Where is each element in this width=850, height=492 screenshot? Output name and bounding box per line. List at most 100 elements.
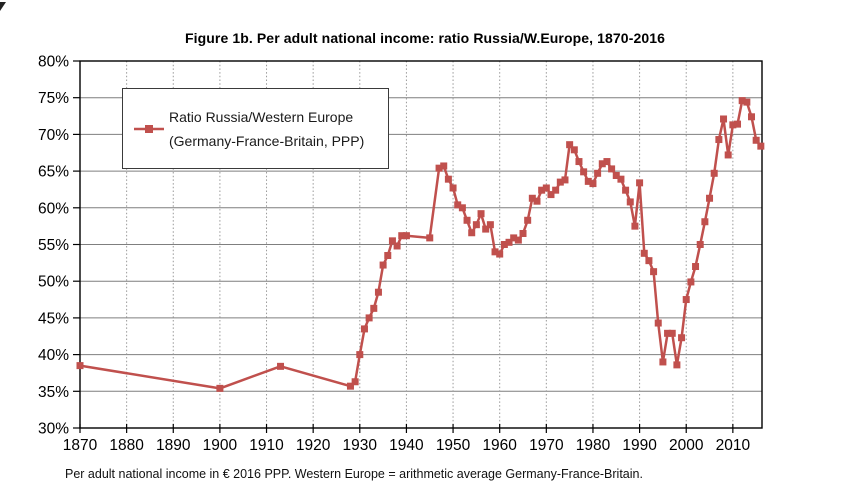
data-point	[384, 252, 392, 260]
data-point	[734, 120, 742, 128]
data-point	[640, 249, 648, 257]
data-point	[454, 201, 462, 209]
data-point	[617, 175, 625, 183]
x-tick-label: 1910	[249, 437, 284, 454]
data-point	[668, 329, 676, 337]
data-point	[650, 268, 658, 276]
x-tick-label: 1930	[343, 437, 378, 454]
data-point	[500, 241, 508, 248]
data-point	[580, 168, 588, 176]
legend-box: Ratio Russia/Western Europe (Germany-Fra…	[122, 88, 389, 169]
data-point	[696, 241, 704, 248]
data-point	[477, 210, 485, 218]
data-point	[351, 378, 359, 386]
y-tick-label: 30%	[38, 421, 69, 438]
data-point	[505, 238, 513, 246]
data-point	[449, 184, 457, 192]
data-point	[706, 194, 714, 202]
data-point	[486, 221, 494, 229]
axes: 30% 35% 40% 45% 50% 55% 60% 65% 70% 75% 80% 1870 188…	[38, 54, 751, 455]
y-tick-label: 40%	[38, 347, 69, 364]
data-point	[356, 351, 364, 359]
data-point	[724, 151, 732, 159]
data-point	[519, 229, 527, 237]
data-point	[458, 204, 466, 212]
data-point	[393, 242, 401, 250]
data-point	[360, 325, 368, 333]
data-point	[491, 248, 499, 256]
data-point	[277, 362, 285, 370]
cursor-artifact	[0, 2, 6, 11]
legend-label-line1: Ratio Russia/Western Europe	[169, 108, 354, 125]
data-point	[76, 362, 84, 370]
data-point	[748, 113, 756, 121]
data-point	[566, 141, 574, 149]
data-point	[575, 158, 583, 166]
data-point	[715, 136, 723, 144]
x-tick-label: 1990	[622, 437, 657, 454]
y-tick-label: 50%	[38, 274, 69, 291]
y-tick-label: 45%	[38, 310, 69, 327]
data-point	[752, 136, 760, 144]
data-point	[631, 222, 639, 230]
y-tick-label: 70%	[38, 127, 69, 144]
data-point	[608, 165, 616, 173]
data-point	[584, 177, 592, 185]
x-tick-label: 2000	[669, 437, 704, 454]
data-point	[710, 169, 718, 177]
x-tick-label: 1900	[203, 437, 238, 454]
series-ratio	[76, 97, 765, 392]
data-point	[556, 178, 564, 186]
y-tick-label: 35%	[38, 384, 69, 401]
x-tick-label: 1920	[296, 437, 331, 454]
data-point	[370, 304, 378, 312]
data-point	[538, 186, 546, 194]
data-point	[542, 184, 550, 192]
data-point	[496, 250, 504, 258]
data-point	[570, 146, 578, 154]
data-point	[528, 194, 536, 202]
data-point	[743, 98, 751, 106]
data-point	[622, 186, 630, 194]
data-point	[720, 115, 728, 123]
x-tick-label: 1880	[109, 437, 144, 454]
data-point	[547, 191, 555, 199]
data-point	[388, 237, 396, 245]
data-point	[374, 288, 382, 296]
data-point	[612, 172, 620, 180]
data-point	[533, 197, 541, 205]
data-point	[645, 257, 653, 265]
data-point	[589, 180, 597, 188]
data-point	[365, 314, 373, 322]
data-point	[682, 296, 690, 304]
data-point	[636, 179, 644, 187]
data-point	[692, 263, 700, 271]
data-point	[440, 162, 448, 170]
data-point	[524, 216, 532, 224]
chart-title: Figure 1b. Per adult national income: ra…	[184, 30, 666, 46]
data-point	[626, 198, 634, 206]
x-tick-label: 1980	[576, 437, 611, 454]
data-point	[701, 218, 709, 226]
data-point	[552, 186, 560, 194]
x-tick-label: 1870	[63, 437, 98, 454]
data-point	[463, 216, 471, 224]
x-tick-label: 1950	[436, 437, 471, 454]
x-tick-label: 1970	[529, 437, 564, 454]
data-point	[738, 97, 746, 105]
legend-label: Ratio Russia/Western Europe (Germany-Fra…	[169, 105, 364, 153]
y-tick-label: 60%	[38, 200, 69, 217]
data-point	[444, 175, 452, 183]
legend-series-marker-icon	[134, 124, 164, 133]
plot-frame	[79, 60, 763, 429]
data-point	[687, 278, 695, 286]
data-point	[216, 384, 224, 392]
data-point	[603, 158, 611, 166]
y-tick-label: 80%	[38, 54, 69, 71]
data-point	[664, 329, 672, 337]
y-tick-label: 65%	[38, 164, 69, 181]
chart-footnote: Per adult national income in € 2016 PPP.…	[65, 467, 643, 481]
legend-label-line2: (Germany-France-Britain, PPP)	[169, 132, 365, 149]
y-tick-label: 55%	[38, 237, 69, 254]
